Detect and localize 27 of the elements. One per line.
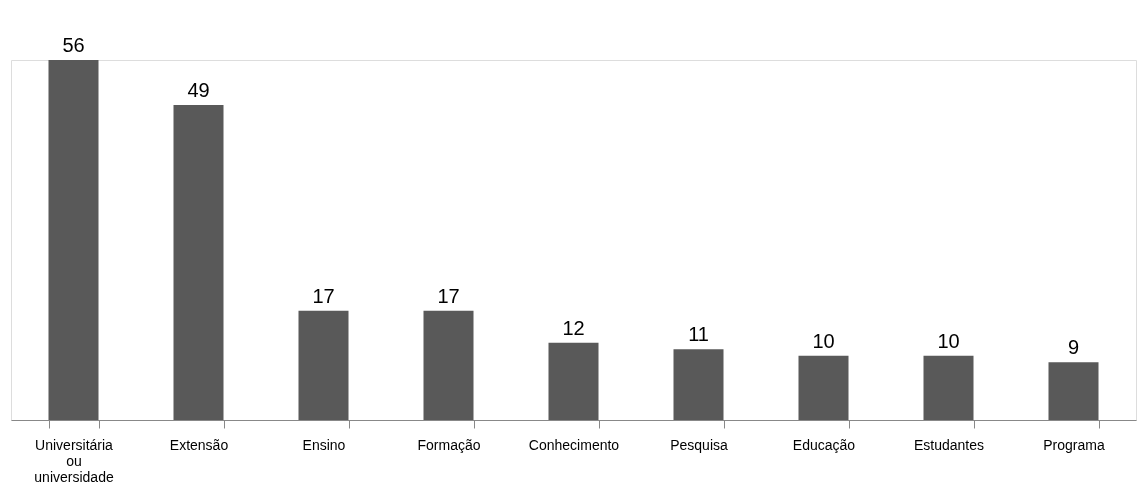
bar (1048, 362, 1099, 420)
x-tick-label: Conhecimento (528, 436, 620, 453)
bar (173, 105, 224, 420)
x-tick-label: Ensino (302, 436, 346, 453)
data-label: 49 (187, 79, 210, 101)
data-label: 17 (312, 284, 335, 307)
x-tick-label: Pesquisa (670, 436, 729, 453)
data-label: 9 (1067, 336, 1080, 359)
x-tick-label: Educação (792, 436, 856, 453)
bar (298, 310, 349, 420)
bar (798, 355, 849, 420)
bar (673, 349, 724, 420)
x-tick-label: Programa (1043, 436, 1105, 453)
bar (548, 342, 599, 420)
x-tick-label: Extensão (169, 436, 229, 453)
data-label: 17 (437, 284, 460, 307)
data-label: 11 (688, 323, 709, 346)
data-label: 56 (62, 34, 85, 56)
x-tick-label: Formação (417, 436, 481, 453)
x-tick-label: Universitária ou universidade (34, 436, 114, 482)
data-label: 10 (937, 329, 960, 352)
bar (48, 60, 99, 420)
bar (923, 355, 974, 420)
bar (423, 310, 474, 420)
x-tick-label: Estudantes (913, 436, 985, 453)
data-label: 12 (562, 316, 585, 339)
data-label: 10 (812, 329, 835, 352)
